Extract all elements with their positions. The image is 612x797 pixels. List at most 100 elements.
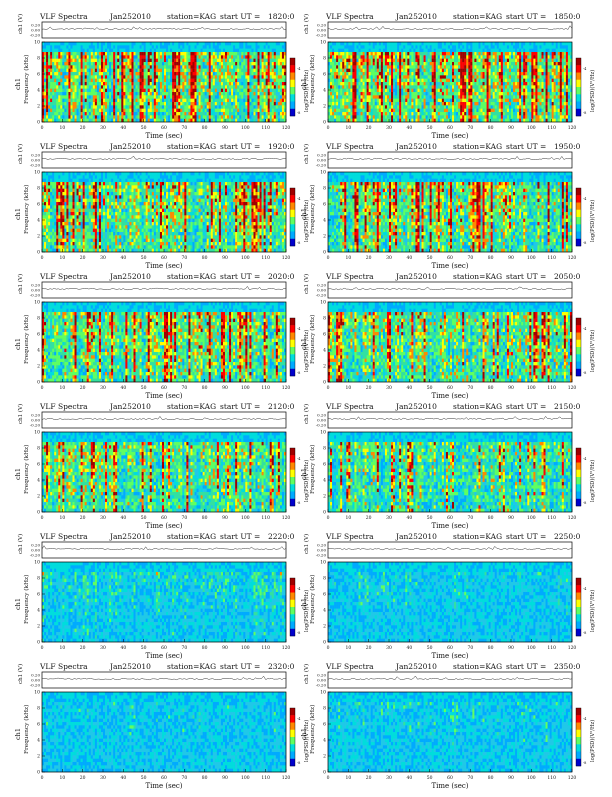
spectrogram-cell [266, 59, 268, 62]
spectrogram-cell [56, 85, 58, 88]
spectrogram-cell [85, 112, 87, 115]
spectrogram-cell [77, 72, 79, 75]
spectrogram-cell [58, 82, 60, 85]
spectrogram-cell [48, 75, 50, 78]
spectrogram-cell [446, 49, 448, 52]
spectrogram-cell [205, 45, 207, 48]
spectrogram-cell [219, 75, 221, 78]
spectrogram-cell [152, 99, 154, 102]
spectrogram-cell [446, 52, 448, 55]
spectrogram-cell [363, 62, 365, 65]
spectrogram-cell [233, 79, 235, 82]
spectrogram-cell [237, 115, 239, 118]
spectrogram-cell [344, 115, 346, 118]
spectrogram-cell [48, 42, 50, 45]
spectrogram-cell [262, 99, 264, 102]
spectrogram-cell [115, 85, 117, 88]
spectrogram-cell [338, 95, 340, 98]
spectrogram-cell [338, 115, 340, 118]
spectrogram-cell [156, 85, 158, 88]
spectrogram-cell [215, 85, 217, 88]
spectrogram-cell [460, 119, 462, 122]
spectrogram-cell [348, 89, 350, 92]
spectrogram-cell [422, 85, 424, 88]
spectrogram-cell [389, 62, 391, 65]
spectrogram-cell [393, 75, 395, 78]
spectrogram-cell [330, 72, 332, 75]
spectrogram-cell [278, 45, 280, 48]
spectrogram-cell [395, 49, 397, 52]
spectrogram-cell [478, 102, 480, 105]
spectrogram-cell [95, 115, 97, 118]
spectrogram-cell [231, 119, 233, 122]
spectrogram-cell [58, 62, 60, 65]
spectrogram-cell [497, 95, 499, 98]
spectrogram-cell [330, 115, 332, 118]
spectrogram-cell [385, 52, 387, 55]
spectrogram-cell [487, 79, 489, 82]
spectrogram-cell [499, 82, 501, 85]
spectrogram-cell [107, 112, 109, 115]
spectrogram-cell [371, 49, 373, 52]
spectrogram-cell [495, 115, 497, 118]
spectrogram-cell [81, 92, 83, 95]
spectrogram-cell [217, 59, 219, 62]
spectrogram-cell [243, 109, 245, 112]
spectrogram-cell [247, 112, 249, 115]
spectrogram-cell [247, 89, 249, 92]
colorbar-tick-label: -8 [297, 111, 300, 115]
spectrogram-cell [134, 92, 136, 95]
spectrogram-cell [219, 102, 221, 105]
spectrogram-cell [190, 42, 192, 45]
spectrogram-cell [178, 62, 180, 65]
spectrogram-cell [268, 62, 270, 65]
spectrogram-cell [450, 82, 452, 85]
spectrogram-cell [434, 99, 436, 102]
spectrogram-cell [264, 72, 266, 75]
spectrogram-cell [334, 79, 336, 82]
spectrogram-cell [258, 65, 260, 68]
spectrogram-cell [160, 95, 162, 98]
spectrogram-cell [73, 42, 75, 45]
spectrogram-cell [249, 85, 251, 88]
spectrogram-cell [109, 85, 111, 88]
spectrogram-cell [282, 102, 284, 105]
spectrogram-cell [354, 75, 356, 78]
spectrogram-cell [495, 95, 497, 98]
spectrogram-cell [195, 62, 197, 65]
spectrogram-cell [121, 65, 123, 68]
spectrogram-cell [334, 109, 336, 112]
spectrogram-cell [140, 55, 142, 58]
spectrogram-cell [411, 49, 413, 52]
spectrogram-cell [274, 92, 276, 95]
spectrogram-cell [352, 62, 354, 65]
spectrogram-cell [249, 69, 251, 72]
spectrogram-cell [448, 109, 450, 112]
spectrogram-cell [52, 82, 54, 85]
spectrogram-cell [432, 119, 434, 122]
spectrogram-cell [350, 62, 352, 65]
spectrogram-cell [199, 89, 201, 92]
spectrogram-cell [383, 42, 385, 45]
spectrogram-cell [83, 49, 85, 52]
spectrogram-cell [225, 105, 227, 108]
spectrogram-cell [282, 112, 284, 115]
spectrogram-cell [87, 69, 89, 72]
spectrogram-cell [107, 79, 109, 82]
spectrogram-cell [197, 85, 199, 88]
spectrogram-cell [282, 75, 284, 78]
spectrogram-cell [233, 45, 235, 48]
spectrogram-cell [211, 105, 213, 108]
spectrogram-cell [217, 109, 219, 112]
spectrogram-cell [397, 55, 399, 58]
spectrogram-cell [64, 119, 66, 122]
spectrogram-cell [452, 72, 454, 75]
spectrogram-cell [201, 115, 203, 118]
spectrogram-cell [209, 55, 211, 58]
spectrogram-cell [338, 79, 340, 82]
spectrogram-cell [237, 92, 239, 95]
spectrogram-cell [483, 102, 485, 105]
spectrogram-cell [354, 65, 356, 68]
spectrogram-cell [54, 82, 56, 85]
spectrogram-cell [186, 49, 188, 52]
